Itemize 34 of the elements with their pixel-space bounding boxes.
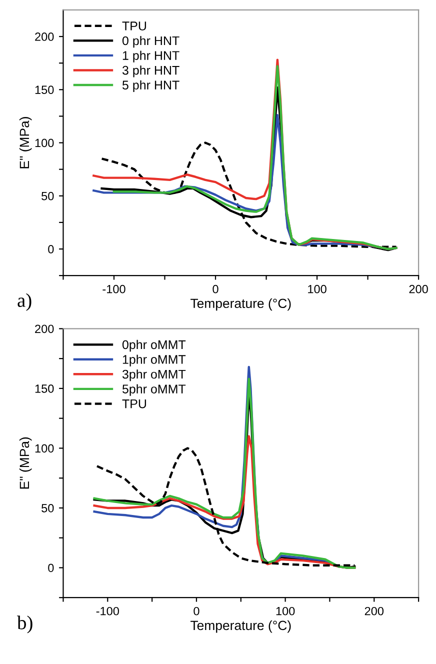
y-tick-label: 100 xyxy=(35,138,54,148)
x-axis-title: Temperature (°C) xyxy=(190,620,291,633)
x-axis-title: Temperature (°C) xyxy=(190,298,291,311)
x-tick-label: 0 xyxy=(212,284,218,294)
legend-label: 5phr oMMT xyxy=(122,384,186,396)
text: b) xyxy=(17,616,32,634)
legend-label: 5 phr HNT xyxy=(122,80,180,92)
x-tick-label: 200 xyxy=(364,606,384,616)
y-tick-label: 50 xyxy=(42,504,54,512)
y-tick-label: 100 xyxy=(35,444,54,453)
x-tick-label: -100 xyxy=(102,284,126,294)
x-tick-label: 100 xyxy=(308,284,326,294)
y-axis-title: E" (MPa) xyxy=(19,437,32,489)
x-tick-label: -100 xyxy=(96,606,119,616)
legend-label: 1 phr HNT xyxy=(122,50,180,62)
y-tick-label: 0 xyxy=(48,245,54,254)
legend-label: TPU xyxy=(122,400,146,408)
x-tick-label: 100 xyxy=(276,606,295,616)
x-tick-label: 0 xyxy=(194,606,200,616)
x-tick-label: 200 xyxy=(409,284,428,294)
y-axis-title: E" (MPa) xyxy=(19,117,32,168)
y-tick-label: 150 xyxy=(35,86,54,94)
y-tick-label: 150 xyxy=(35,384,54,393)
legend-label: TPU xyxy=(122,22,146,30)
legend-label: 3phr oMMT xyxy=(122,369,186,382)
y-tick-label: 200 xyxy=(35,324,54,334)
text: a) xyxy=(18,293,32,311)
legend-label: 0phr oMMT xyxy=(122,340,186,352)
legend-label: 3 phr HNT xyxy=(122,66,180,78)
y-tick-label: 200 xyxy=(35,32,54,41)
y-tick-label: 0 xyxy=(48,564,54,572)
y-tick-label: 50 xyxy=(42,192,54,200)
legend-label: 0 phr HNT xyxy=(122,36,180,48)
legend-label: 1phr oMMT xyxy=(122,354,186,366)
